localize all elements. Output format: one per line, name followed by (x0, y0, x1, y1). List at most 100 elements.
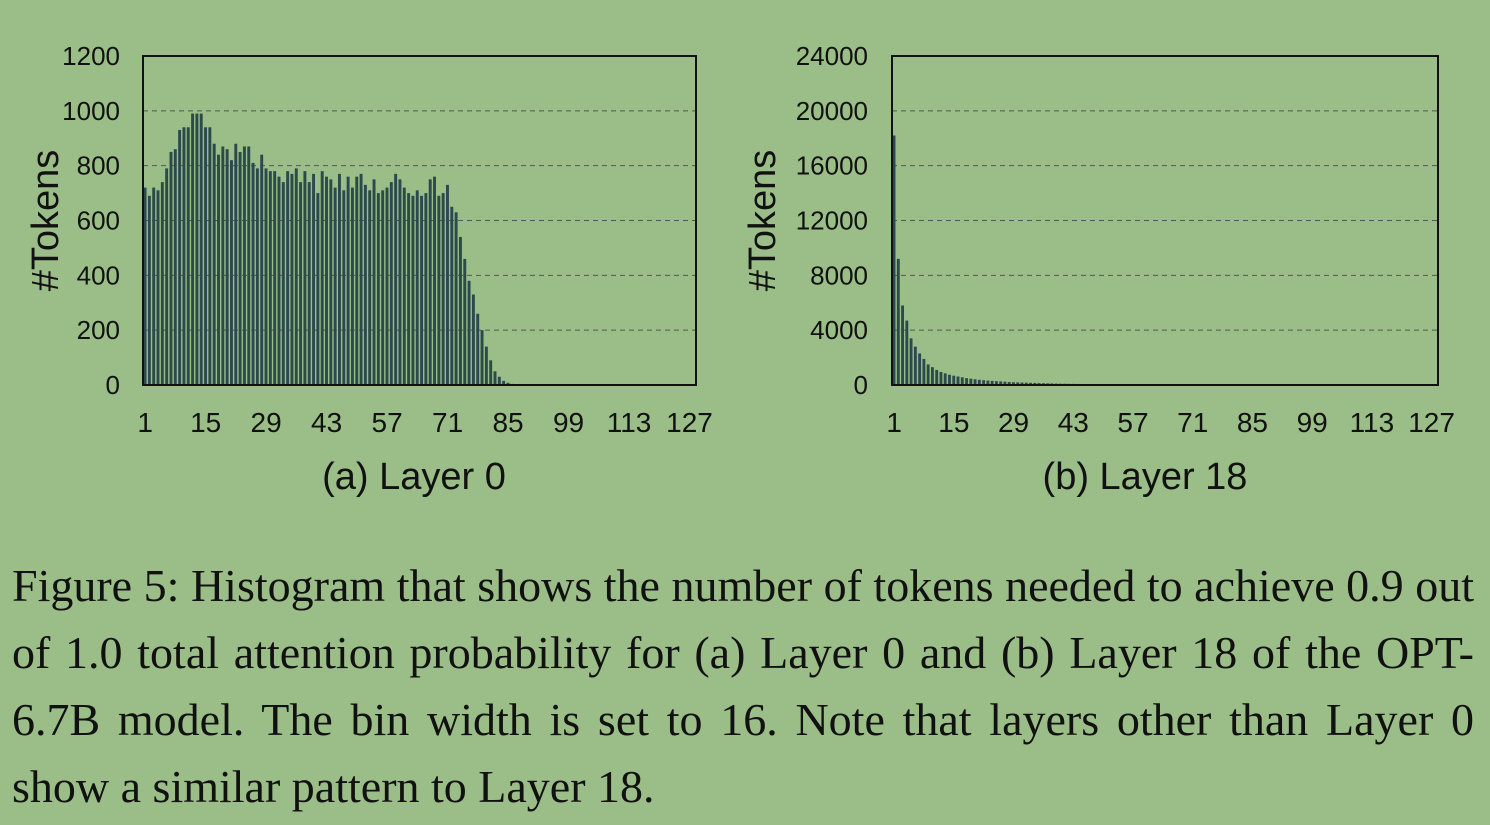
bar (930, 367, 934, 385)
bar (307, 182, 311, 385)
bar (242, 146, 246, 385)
bar (407, 193, 411, 385)
bar (277, 176, 281, 385)
x-tick-label: 71 (1177, 407, 1208, 438)
y-tick-label: 1000 (62, 96, 120, 126)
bar (294, 168, 298, 385)
bar (363, 184, 367, 385)
bar (264, 168, 268, 385)
x-tick-label: 113 (607, 407, 652, 438)
bar (251, 162, 255, 385)
bar (506, 382, 510, 385)
bar (204, 127, 208, 386)
bar (441, 193, 445, 385)
bar (394, 173, 398, 385)
bar (320, 171, 324, 385)
bar (1012, 382, 1015, 385)
bar (467, 280, 471, 385)
bar (1020, 382, 1024, 385)
subplot-title: (b) Layer 18 (1043, 456, 1248, 498)
bar (389, 182, 393, 385)
bar (359, 173, 363, 385)
x-tick-label: 85 (1237, 407, 1268, 438)
bar (316, 193, 320, 385)
bar (1007, 381, 1011, 385)
bar (234, 143, 238, 385)
y-tick-label: 12000 (796, 206, 868, 236)
bar (217, 154, 220, 385)
bar (905, 320, 909, 385)
x-tick-label: 57 (372, 407, 403, 438)
x-tick-label: 71 (432, 407, 463, 438)
bar (255, 168, 259, 385)
y-tick-label: 0 (854, 370, 868, 400)
histogram-layer-18: 0 4000 8000 12000 16000 20000 24000 1 15 29 43 57 71… (742, 41, 1455, 498)
bar (896, 258, 900, 385)
bar (368, 190, 372, 385)
bar (497, 376, 501, 385)
x-tick-label: 99 (1297, 407, 1328, 438)
bar (1029, 382, 1032, 385)
bar (909, 338, 913, 385)
bar (221, 146, 225, 385)
bar (152, 187, 156, 385)
bar (892, 135, 896, 385)
y-tick-label: 0 (106, 370, 120, 400)
y-tick-label: 1200 (62, 41, 120, 71)
bar (437, 195, 441, 385)
x-tick-label: 1 (137, 407, 153, 438)
bar (191, 113, 195, 385)
bar (458, 236, 462, 385)
bar (952, 375, 956, 385)
bar (173, 149, 177, 385)
bar (225, 149, 229, 385)
bar (939, 371, 943, 385)
histogram-layer-0: 0 200 400 600 800 1000 1200 1 15 29 43 57 71 85 99 113 1… (25, 41, 713, 498)
x-tick-label: 1 (886, 407, 902, 438)
bar (463, 258, 467, 385)
bar (411, 195, 415, 385)
bar (982, 380, 986, 385)
bar (943, 373, 947, 385)
bar (956, 376, 960, 385)
bar (918, 353, 922, 385)
bar (484, 346, 488, 385)
subplot-title: (a) Layer 0 (322, 456, 506, 498)
bar (338, 173, 341, 385)
bar (969, 378, 973, 385)
figure-caption: Figure 5: Histogram that shows the numbe… (12, 560, 1474, 812)
bar (247, 146, 251, 385)
histogram-figure: 0 200 400 600 800 1000 1200 1 15 29 43 57 71 85 99 113 1… (25, 41, 1455, 498)
bar (156, 190, 160, 385)
y-tick-label: 20000 (796, 96, 868, 126)
x-tick-label: 29 (998, 407, 1029, 438)
bar (433, 176, 436, 385)
bar (178, 130, 182, 385)
bar (994, 381, 998, 385)
bar (480, 330, 484, 385)
bar (238, 151, 242, 385)
y-tick-label: 600 (77, 206, 120, 236)
bar (355, 176, 359, 385)
x-tick-label: 15 (190, 407, 221, 438)
bar (350, 187, 354, 385)
bar (195, 113, 199, 385)
bar (290, 173, 294, 385)
x-tick-label: 43 (1058, 407, 1089, 438)
bar (312, 173, 316, 385)
bar (147, 195, 151, 385)
bar (493, 371, 497, 385)
bar (333, 187, 337, 385)
bar (325, 176, 328, 385)
bar (268, 171, 272, 385)
bar (489, 360, 493, 385)
bar (402, 187, 406, 385)
y-tick-label: 16000 (796, 151, 868, 181)
bar (1003, 381, 1007, 385)
bar (260, 154, 264, 385)
bar (186, 127, 190, 386)
y-axis-label: #Tokens (742, 150, 784, 292)
bar (973, 379, 977, 385)
x-tick-label: 57 (1117, 407, 1148, 438)
bar (1024, 382, 1028, 385)
